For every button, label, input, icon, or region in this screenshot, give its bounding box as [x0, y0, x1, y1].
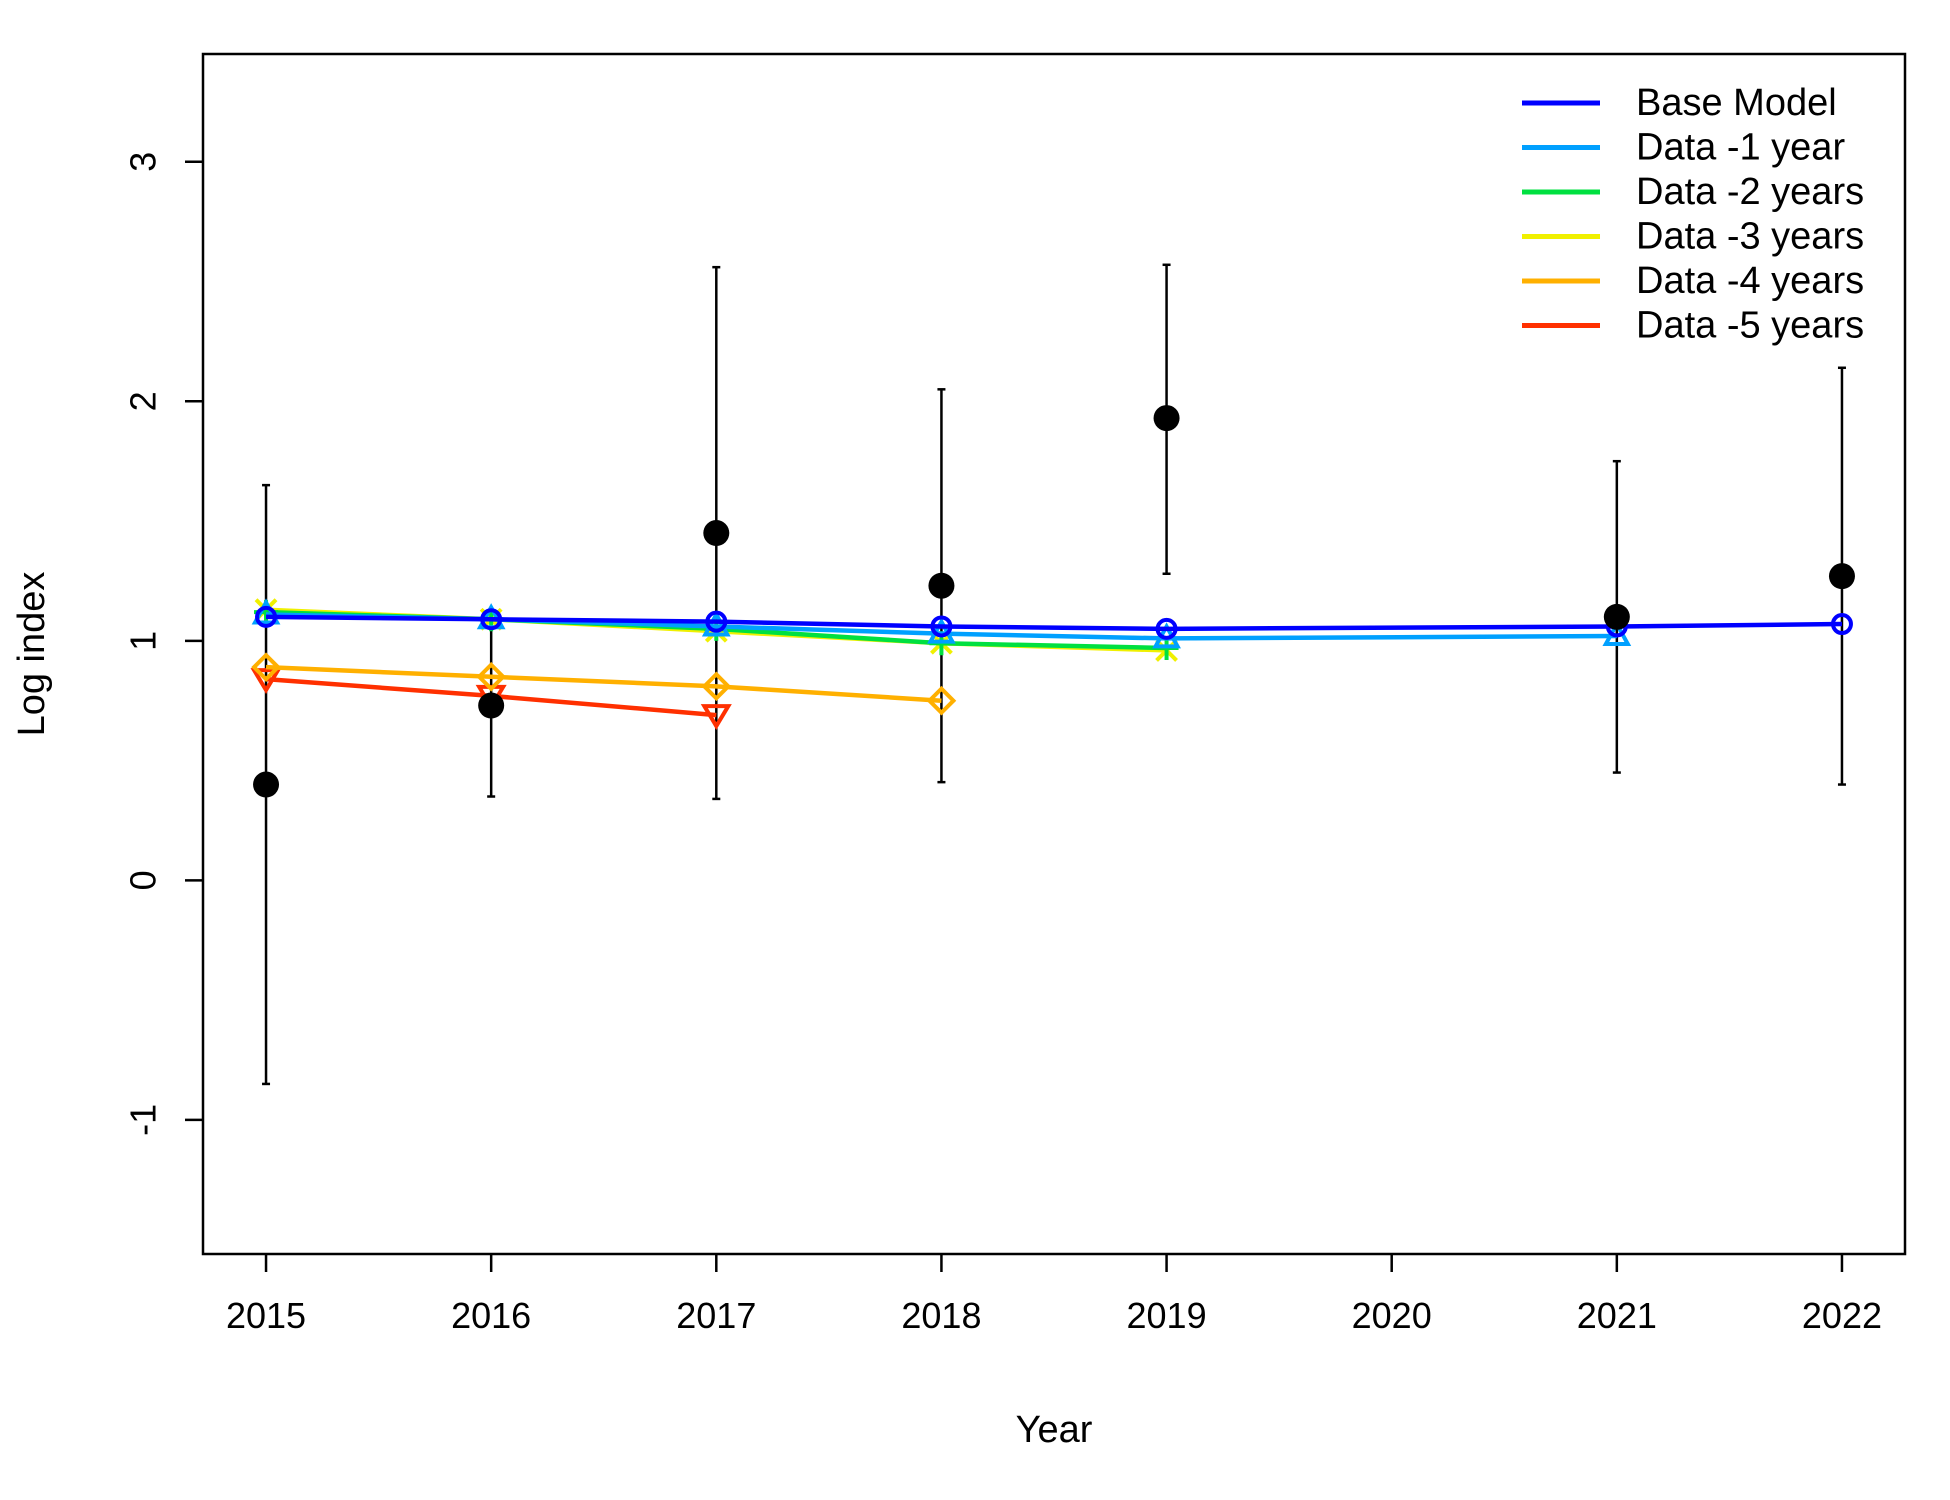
- plot-frame: [201, 52, 1907, 1256]
- circle-marker: [930, 615, 953, 638]
- observed-point: [1828, 563, 1855, 590]
- y-tick-label: -1: [123, 1104, 164, 1136]
- y-tick-label: 3: [123, 152, 164, 172]
- y-axis-title: Log index: [11, 572, 53, 737]
- triangle-up-marker: [701, 610, 731, 637]
- legend-label: Data -5 years: [1636, 305, 1864, 347]
- x-tick-label: 2017: [676, 1295, 756, 1336]
- diamond-marker: [926, 685, 957, 716]
- x-axis-title: Year: [1016, 1409, 1093, 1451]
- legend-label: Data -3 years: [1636, 216, 1864, 258]
- x-tick-label: 2020: [1352, 1295, 1432, 1336]
- observed-points: [253, 405, 1855, 798]
- x-tick-label: 2016: [451, 1295, 531, 1336]
- circle-marker: [705, 610, 728, 633]
- x-tick-label: 2018: [901, 1295, 981, 1336]
- triangle-down-marker: [700, 704, 732, 730]
- legend-label: Data -1 year: [1636, 127, 1845, 169]
- legend-label: Base Model: [1636, 82, 1837, 124]
- y-tick-label: 0: [123, 870, 164, 890]
- x-tick-label: 2015: [226, 1295, 306, 1336]
- legend-label: Data -2 years: [1636, 171, 1864, 213]
- circle-marker: [480, 608, 503, 631]
- diamond-marker: [701, 671, 732, 702]
- circle-marker: [255, 605, 278, 628]
- legend-label: Data -4 years: [1636, 260, 1864, 302]
- y-tick-label: 2: [123, 391, 164, 411]
- x-tick-label: 2019: [1127, 1295, 1207, 1336]
- observed-point: [928, 572, 955, 599]
- triangle-down-marker: [250, 668, 282, 695]
- circle-marker: [1830, 613, 1853, 636]
- circle-marker: [1155, 617, 1178, 640]
- series-line: [265, 664, 942, 703]
- observed-point: [253, 771, 280, 798]
- y-tick-label: 1: [123, 631, 164, 651]
- observed-point: [1153, 405, 1180, 432]
- diamond-marker: [251, 652, 281, 683]
- observed-point: [478, 692, 505, 719]
- diamond-marker: [476, 661, 506, 692]
- x-tick-label: 2021: [1577, 1295, 1657, 1336]
- observed-point: [1603, 603, 1630, 630]
- axes: 2015 2016 2017 2018 2019 2020 2021 2022 -1 0 1 2 3: [123, 152, 1883, 1336]
- x-tick-label: 2022: [1802, 1295, 1882, 1336]
- series-data-4-years: [251, 652, 957, 716]
- observed-point: [703, 520, 730, 547]
